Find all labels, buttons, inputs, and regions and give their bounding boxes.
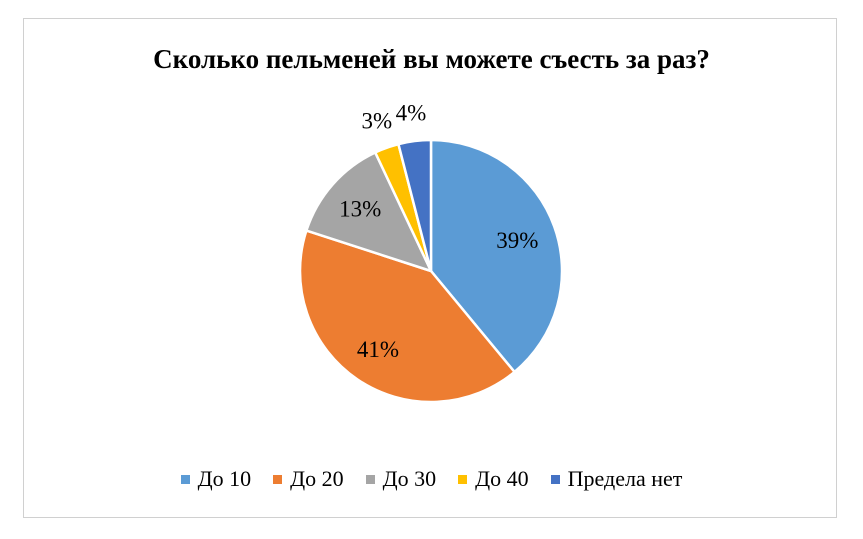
pie-slice-2	[298, 228, 517, 404]
legend-swatch	[550, 474, 560, 484]
legend-item-1: До 10	[180, 466, 252, 492]
legend-swatch	[180, 474, 190, 484]
legend-item-4: До 40	[458, 466, 529, 492]
legend-item-5: Предела нет	[550, 466, 683, 492]
legend-swatch	[273, 474, 283, 484]
pie-slice-3	[304, 150, 434, 274]
legend-swatch	[365, 474, 375, 484]
legend-label: До 10	[197, 466, 252, 491]
data-label-4: 3%	[362, 109, 393, 134]
legend-label: До 20	[290, 466, 344, 491]
data-label-2: 41%	[357, 337, 399, 362]
legend-swatch	[458, 474, 468, 484]
legend-label: Предела нет	[567, 466, 683, 491]
legend-item-2: До 20	[273, 466, 344, 492]
chart-legend: До 10 До 20 До 30 До 40 Предела нет	[0, 466, 863, 492]
pie-slice-5	[396, 138, 433, 272]
data-label-1: 39%	[496, 228, 538, 253]
legend-label: До 40	[475, 466, 529, 491]
pie-slice-1	[429, 138, 564, 374]
legend-label: До 30	[382, 466, 437, 491]
legend-item-3: До 30	[365, 466, 437, 492]
data-label-3: 13%	[339, 197, 381, 222]
chart-title: Сколько пельменей вы можете съесть за ра…	[153, 44, 710, 74]
data-label-5: 4%	[396, 100, 427, 125]
